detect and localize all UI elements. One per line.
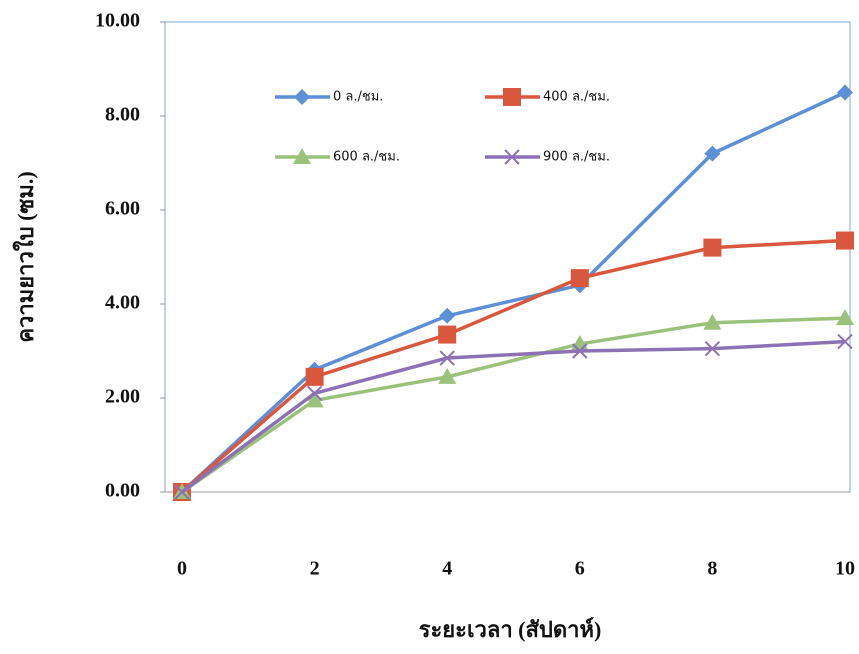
marker <box>703 239 721 257</box>
marker <box>439 308 455 324</box>
series-line <box>182 241 845 492</box>
marker <box>306 368 324 386</box>
y-tick-label: 6.00 <box>105 198 140 220</box>
marker <box>837 85 853 101</box>
x-tick-label: 4 <box>442 558 452 580</box>
x-axis-label: ระยะเวลา (สัปดาห์) <box>419 617 602 642</box>
y-axis-label: ความยาวใบ (ซม.) <box>12 171 38 342</box>
marker <box>836 232 854 250</box>
legend-marker <box>503 88 521 106</box>
chart: ระยะเวลา (สัปดาห์) ความยาวใบ (ซม.) 0.00 2… <box>0 0 859 654</box>
x-tick-label: 0 <box>177 558 187 580</box>
x-tick-label: 2 <box>310 558 320 580</box>
legend-label: 600 ล./ชม. <box>333 150 400 165</box>
y-tick-label: 8.00 <box>105 104 140 126</box>
series-line <box>182 342 845 492</box>
legend-label: 0 ล./ชม. <box>333 90 383 105</box>
x-tick-label: 8 <box>707 558 717 580</box>
y-tick-label: 4.00 <box>105 292 140 314</box>
marker <box>438 326 456 344</box>
y-tick-label: 2.00 <box>105 386 140 408</box>
legend-marker <box>294 89 310 105</box>
series-line <box>182 93 845 493</box>
x-tick-label: 6 <box>575 558 585 580</box>
legend-label: 400 ล./ชม. <box>543 90 610 105</box>
legend-label: 900 ล./ชม. <box>543 150 610 165</box>
marker <box>571 269 589 287</box>
x-tick-label: 10 <box>835 558 855 580</box>
y-tick-label: 10.00 <box>95 10 140 32</box>
y-tick-label: 0.00 <box>105 480 140 502</box>
